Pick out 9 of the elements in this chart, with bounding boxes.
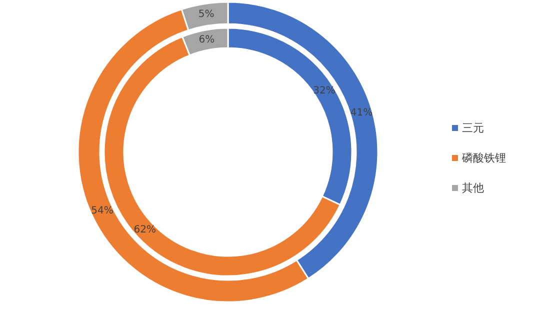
data-label: 32%	[313, 85, 336, 96]
data-label: 41%	[350, 108, 373, 119]
legend-label: 其他	[462, 182, 484, 194]
legend-label: 三元	[462, 122, 484, 134]
data-label: 5%	[198, 9, 214, 20]
data-label: 54%	[91, 206, 114, 217]
data-label: 62%	[134, 224, 156, 236]
legend-label: 磷酸铁锂	[461, 152, 506, 164]
data-label: 6%	[198, 34, 215, 46]
